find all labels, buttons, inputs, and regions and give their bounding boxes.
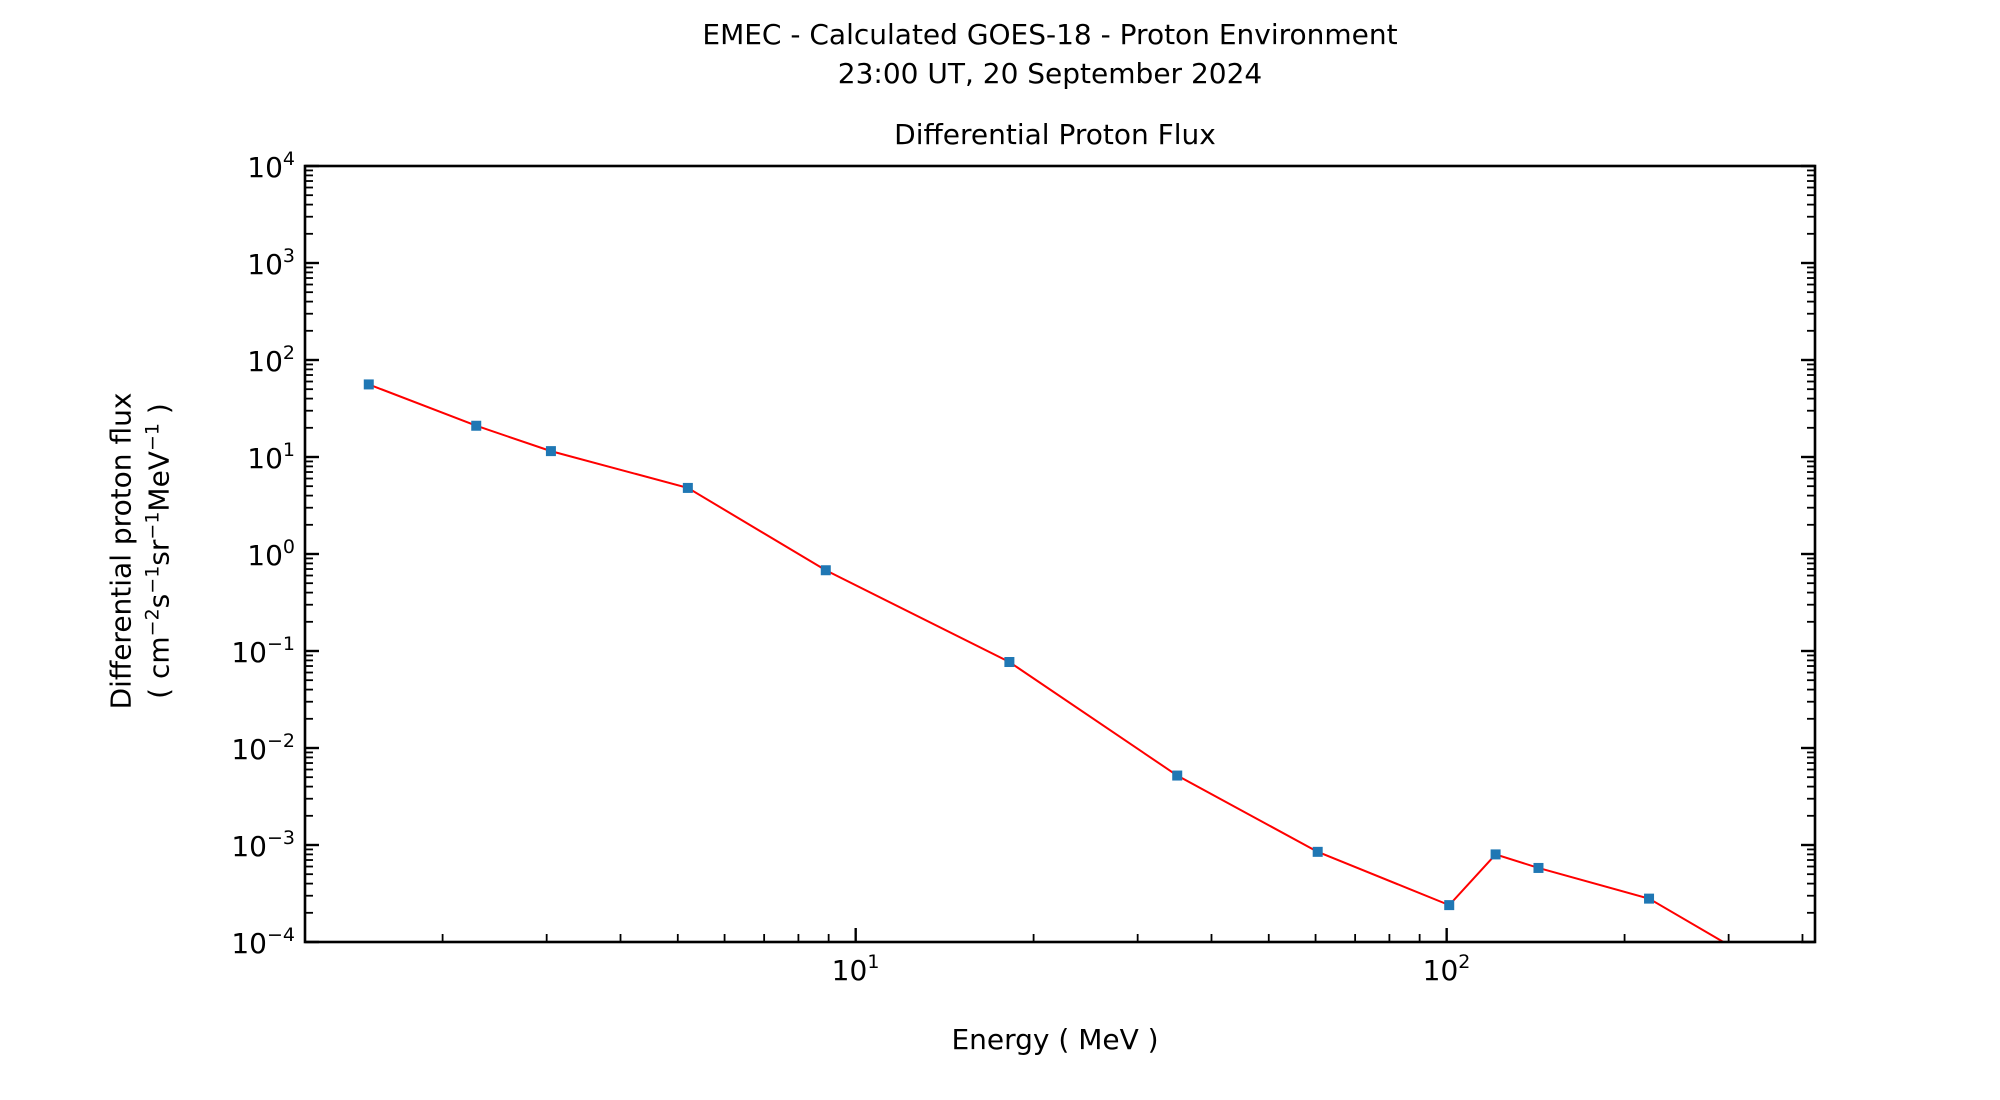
y-axis-label: Differential proton flux ( cm−2s−1sr−1Me… [103, 101, 182, 1001]
y-tick-label: 10−1 [231, 633, 295, 671]
y-tick-base: 10 [231, 927, 267, 960]
y-label-exp-cm: −2 [141, 608, 164, 637]
data-point-marker [1312, 846, 1323, 857]
y-tick-exponent: 1 [282, 439, 295, 461]
y-tick-exponent: 3 [282, 245, 295, 267]
y-label-unit-close: ) [142, 403, 176, 424]
y-tick-label: 103 [247, 245, 295, 283]
x-tick-base: 10 [831, 954, 868, 987]
y-tick-label: 10−3 [231, 827, 295, 865]
y-label-unit-open: ( cm [142, 636, 176, 699]
y-tick-label: 100 [247, 536, 295, 574]
y-tick-label: 10−2 [231, 730, 295, 768]
data-point-marker [1533, 862, 1544, 873]
x-axis-label: Energy ( MeV ) [951, 1023, 1159, 1056]
y-label-unit-mev: MeV [142, 451, 176, 512]
y-tick-exponent: 0 [282, 536, 295, 558]
y-tick-exponent: −2 [266, 730, 295, 752]
y-label-exp-mev: −1 [141, 423, 164, 452]
y-tick-label: 102 [247, 342, 295, 380]
data-point-marker [1644, 893, 1655, 904]
chart-suptitle-line-1: EMEC - Calculated GOES-18 - Proton Envir… [702, 18, 1398, 51]
y-tick-exponent: −1 [266, 633, 295, 655]
data-point-marker [471, 420, 482, 431]
y-tick-exponent: −4 [266, 924, 295, 946]
chart-title: Differential Proton Flux [894, 118, 1216, 151]
y-tick-base: 10 [231, 636, 267, 669]
x-tick-label: 102 [1422, 951, 1471, 989]
chart-suptitle-line-2: 23:00 UT, 20 September 2024 [837, 57, 1263, 90]
x-tick-base: 10 [1422, 954, 1459, 987]
y-tick-base: 10 [247, 151, 283, 184]
data-point-marker [363, 379, 374, 390]
x-tick-exponent: 2 [1458, 951, 1471, 973]
data-point-marker [1490, 849, 1501, 860]
y-tick-label: 104 [247, 148, 295, 186]
y-tick-base: 10 [247, 345, 283, 378]
y-tick-exponent: −3 [266, 827, 295, 849]
data-point-marker [545, 446, 556, 457]
y-tick-label: 10−4 [231, 924, 295, 962]
y-tick-exponent: 4 [282, 148, 295, 170]
y-label-unit-sr: sr [142, 539, 176, 566]
x-tick-exponent: 1 [867, 951, 880, 973]
series-line [368, 383, 1726, 942]
data-point-marker [1444, 900, 1455, 911]
data-point-marker [682, 482, 693, 493]
y-tick-base: 10 [247, 539, 283, 572]
data-point-marker [1004, 657, 1015, 668]
y-tick-exponent: 2 [282, 342, 295, 364]
plot-frame [303, 164, 1817, 944]
y-axis-label-line-2: ( cm−2s−1sr−1MeV−1 ) [141, 101, 182, 1001]
y-tick-base: 10 [231, 733, 267, 766]
y-label-unit-s: s [142, 593, 176, 609]
y-tick-label: 101 [247, 439, 295, 477]
data-point-marker [820, 565, 831, 576]
y-tick-base: 10 [247, 442, 283, 475]
y-tick-base: 10 [231, 830, 267, 863]
y-label-exp-s: −1 [141, 565, 164, 594]
data-point-marker [1172, 770, 1183, 781]
x-tick-label: 101 [831, 951, 880, 989]
y-axis-label-line-1: Differential proton flux [104, 392, 138, 710]
y-label-exp-sr: −1 [141, 511, 164, 540]
y-tick-base: 10 [247, 248, 283, 281]
